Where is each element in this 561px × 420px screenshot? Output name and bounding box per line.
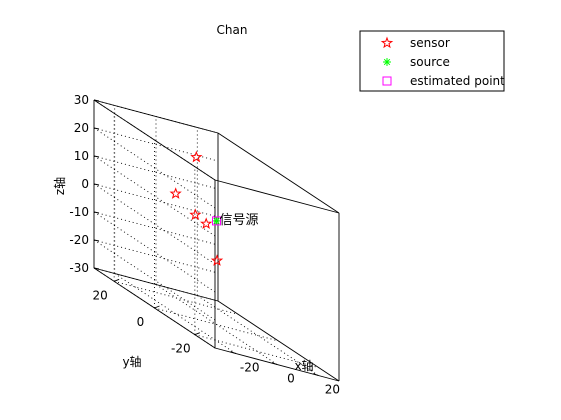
source-point (212, 216, 221, 225)
z-tick-label: 10 (74, 149, 89, 163)
y-tick-label: 20 (93, 288, 108, 302)
legend-entry: source (383, 55, 450, 69)
z-tick-mark (93, 267, 100, 270)
box-edge (214, 179, 340, 214)
grid-line-z-back (93, 183, 219, 218)
z-tick-mark (93, 155, 100, 158)
legend-label: estimated point (410, 74, 505, 88)
grid-layer (93, 99, 319, 376)
box-edge (93, 99, 219, 134)
box-edge (93, 267, 219, 302)
grid-line-z-left (93, 155, 216, 237)
y-tick-label: 0 (137, 315, 145, 329)
legend: sensor source estimated point (359, 30, 505, 92)
source-annotation: 信号源 (220, 213, 259, 228)
y-tick-mark (113, 278, 120, 282)
axes-box (93, 99, 340, 382)
grid-line-y-floor (154, 307, 279, 342)
legend-entry: sensor (380, 36, 450, 50)
grid-line-x-floor (197, 295, 319, 376)
z-tick-label: -30 (69, 261, 89, 275)
legend-marker (382, 76, 392, 86)
y-tick-mark (194, 332, 201, 336)
grid-line-z-left (93, 239, 216, 321)
tick-layer: -30 -20 -10 0 10 20 30 -20 0 20 -20 0 20 (69, 93, 340, 397)
sensor-point (169, 187, 182, 199)
grid-line-z-back (93, 239, 219, 274)
z-tick-label: 30 (74, 93, 89, 107)
z-tick-label: 0 (81, 177, 89, 191)
legend-label: source (410, 55, 450, 69)
grid-line-y-floor (194, 334, 319, 369)
z-tick-label: -10 (69, 205, 89, 219)
box-edge (217, 300, 340, 382)
y-tick-mark (154, 305, 160, 309)
x-tick-mark (230, 351, 236, 354)
x-tick-label: 0 (287, 372, 295, 386)
grid-line-x-floor (114, 273, 236, 354)
z-tick-mark (93, 99, 100, 102)
grid-line-z-back (93, 127, 219, 162)
sensor-point (200, 217, 213, 229)
box-edge (93, 99, 216, 181)
z-tick-label: -20 (69, 233, 89, 247)
legend-label: sensor (410, 36, 450, 50)
sensor-point (189, 208, 202, 221)
estimated-point-point (212, 216, 221, 226)
chart-title: Chan (217, 23, 248, 37)
legend-marker (383, 58, 391, 66)
y-axis-label: y轴 (122, 354, 141, 369)
grid-line-z-left (93, 127, 216, 209)
z-tick-mark (93, 211, 100, 214)
x-tick-mark (313, 373, 319, 376)
y-tick-label: -20 (171, 342, 191, 356)
data-marks: 信号源 (169, 150, 259, 266)
grid-line-z-left (93, 183, 216, 265)
grid-line-z-back (93, 155, 219, 190)
z-tick-mark (93, 127, 100, 130)
x-tick-label: -20 (240, 361, 260, 375)
grid-line-z-left (93, 211, 216, 293)
x-tick-label: 20 (325, 383, 340, 397)
x-tick-mark (271, 362, 278, 365)
z-tick-mark (93, 183, 100, 186)
z-axis-label: z轴 (52, 177, 67, 195)
x-axis-label: x轴 (294, 358, 313, 373)
sensor-point (210, 254, 224, 266)
grid-line-z-back (93, 211, 219, 246)
box-edge (217, 132, 340, 214)
sensor-point (190, 150, 203, 163)
z-tick-label: 20 (74, 121, 89, 135)
legend-entry: estimated point (382, 74, 505, 88)
z-tick-mark (93, 239, 100, 242)
grid-line-y-floor (114, 280, 239, 315)
legend-marker (380, 36, 394, 49)
